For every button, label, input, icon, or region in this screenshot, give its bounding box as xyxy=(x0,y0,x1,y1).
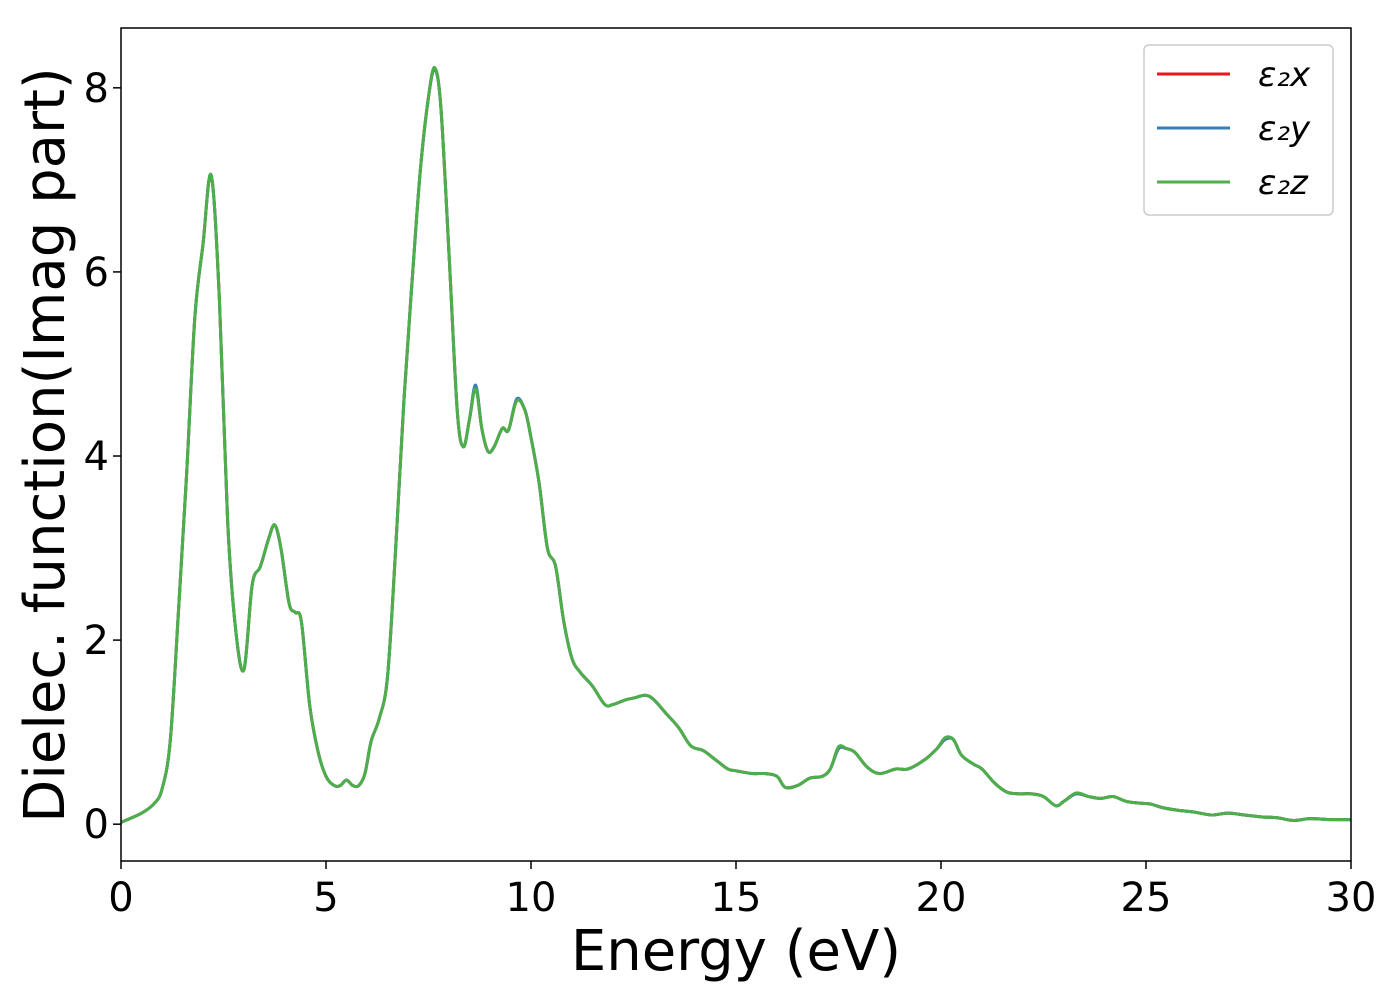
x-tick-label: 25 xyxy=(1121,875,1172,921)
x-tick-label: 30 xyxy=(1326,875,1377,921)
legend-items: ε₂x ε₂y ε₂z xyxy=(1157,55,1311,203)
x-tick-label: 15 xyxy=(711,875,762,921)
x-tick-label: 0 xyxy=(108,875,133,921)
x-tick-label: 5 xyxy=(313,875,338,921)
y-tick-label: 4 xyxy=(84,434,109,480)
y-tick-label: 6 xyxy=(84,250,109,296)
y-axis: 0 2 4 6 8 xyxy=(84,66,121,848)
series-line-3 xyxy=(120,66,1352,824)
y-axis-label: Dielec. function(Imag part) xyxy=(13,67,78,823)
y-tick-label: 0 xyxy=(84,802,109,848)
legend-label-1: ε₂x xyxy=(1258,55,1311,95)
legend-label-2: ε₂y xyxy=(1258,109,1311,149)
series-layer xyxy=(120,66,1352,824)
x-tick-label: 10 xyxy=(506,875,557,921)
x-axis-label: Energy (eV) xyxy=(571,919,901,984)
x-tick-label: 20 xyxy=(916,875,967,921)
legend: ε₂x ε₂y ε₂z xyxy=(1143,44,1334,216)
legend-label-3: ε₂z xyxy=(1258,163,1309,203)
y-tick-label: 8 xyxy=(84,66,109,112)
x-axis: 0 5 10 15 20 25 30 xyxy=(108,861,1376,921)
legend-box xyxy=(1143,44,1334,216)
y-tick-label: 2 xyxy=(84,618,109,664)
